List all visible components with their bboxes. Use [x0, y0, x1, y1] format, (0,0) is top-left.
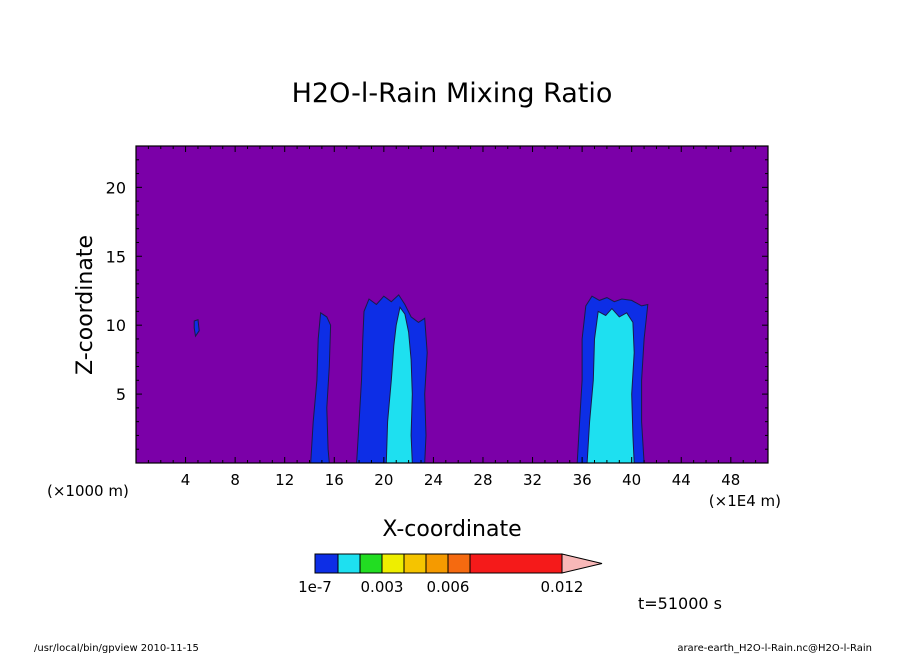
colorbar-swatch: [337, 553, 361, 574]
x-tick-label: 8: [230, 471, 240, 489]
contour-region-cell-x20-inner: [385, 306, 413, 464]
x-tick-label: 24: [424, 471, 443, 489]
colorbar-tick-label: 0.006: [427, 578, 470, 596]
x-tick-label: 36: [573, 471, 592, 489]
colorbar-swatch: [425, 553, 449, 574]
x-tick-label: 16: [325, 471, 344, 489]
contour-region-cell-x5: [193, 319, 200, 338]
y-tick-label: 15: [106, 247, 126, 266]
x-tick-label: 28: [473, 471, 492, 489]
colorbar-swatch: [314, 553, 339, 574]
x-axis-ticks: 4 8 12 16 20 24 28 32 36 40 44 48: [147, 146, 769, 489]
chart-title: H2O-l-Rain Mixing Ratio: [292, 78, 613, 109]
colorbar: 1e-7 0.003 0.006 0.012: [298, 553, 603, 596]
colorbar-tick-label: 0.003: [361, 578, 404, 596]
contour-regions: [193, 294, 649, 464]
x-tick-label: 32: [523, 471, 542, 489]
x-tick-label: 20: [374, 471, 393, 489]
colorbar-tick-label: 0.012: [541, 578, 584, 596]
y-axis-ticks: 5 10 15 20: [106, 145, 768, 450]
plot-background: [136, 146, 768, 463]
colorbar-swatch: [469, 553, 563, 574]
footer-right: arare-earth_H2O-l-Rain.nc@H2O-l-Rain: [677, 643, 872, 654]
time-label: t=51000 s: [638, 594, 722, 613]
colorbar-swatch: [381, 553, 405, 574]
x-tick-label: 44: [672, 471, 691, 489]
x-unit-right: (×1E4 m): [709, 492, 781, 510]
colorbar-arrow: [561, 553, 603, 574]
plot-frame: [135, 145, 769, 464]
y-tick-label: 20: [106, 178, 126, 197]
x-tick-label: 4: [181, 471, 191, 489]
y-tick-label: 5: [116, 385, 126, 404]
colorbar-swatch: [403, 553, 427, 574]
colorbar-swatch: [359, 553, 383, 574]
y-tick-label: 10: [106, 316, 126, 335]
footer-left: /usr/local/bin/gpview 2010-11-15: [34, 643, 199, 654]
colorbar-tick-label: 1e-7: [298, 578, 332, 596]
x-tick-label: 12: [275, 471, 294, 489]
y-axis-label: Z-coordinate: [73, 235, 98, 375]
x-axis-label: X-coordinate: [382, 517, 521, 542]
contour-region-cell-x15-outer: [310, 311, 332, 464]
contour-region-cell-x38-inner: [586, 307, 635, 464]
x-unit-left: (×1000 m): [47, 482, 129, 500]
x-tick-label: 48: [721, 471, 740, 489]
x-tick-label: 40: [622, 471, 641, 489]
colorbar-swatch: [447, 553, 471, 574]
